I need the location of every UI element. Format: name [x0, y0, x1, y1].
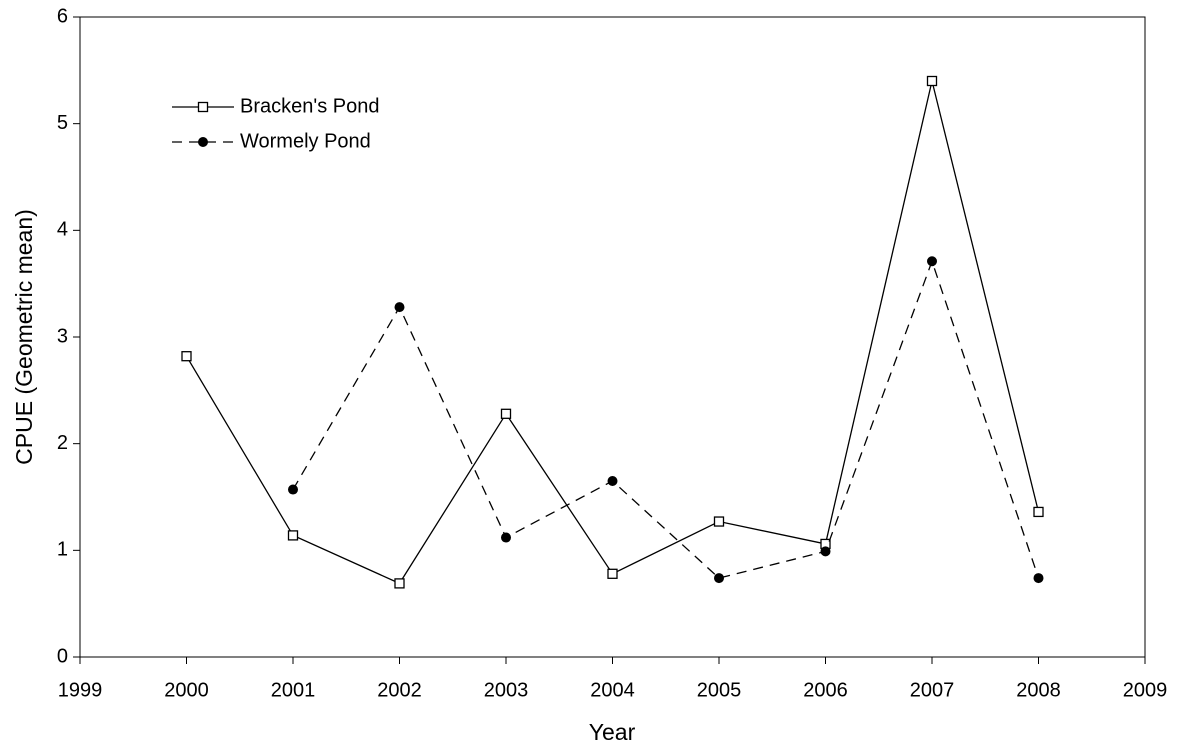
- x-tick-label: 2005: [697, 679, 742, 701]
- marker: [1033, 573, 1044, 584]
- x-tick-label: 2007: [910, 679, 955, 701]
- marker: [500, 408, 512, 419]
- x-tick-label: 2002: [377, 679, 422, 701]
- legend-marker: [198, 137, 208, 147]
- marker: [607, 568, 618, 579]
- legend-marker: [197, 101, 209, 113]
- y-tick-label: 5: [57, 112, 68, 134]
- y-tick-label: 6: [57, 5, 68, 27]
- x-tick-label: 1999: [58, 679, 103, 701]
- marker: [394, 302, 405, 313]
- marker: [287, 530, 299, 541]
- x-tick-label: 2000: [164, 679, 209, 701]
- y-tick-label: 1: [57, 539, 68, 561]
- x-tick-label: 2001: [271, 679, 316, 701]
- marker: [607, 476, 618, 486]
- y-axis-title: CPUE (Geometric mean): [11, 209, 37, 465]
- x-tick-label: 2006: [803, 679, 848, 701]
- marker: [394, 578, 405, 589]
- marker: [501, 532, 511, 543]
- marker: [713, 516, 725, 527]
- y-tick-label: 0: [57, 645, 68, 667]
- y-tick-label: 3: [57, 325, 68, 347]
- marker: [926, 75, 938, 87]
- x-tick-label: 2009: [1123, 679, 1168, 701]
- legend-label: Bracken's Pond: [240, 95, 379, 117]
- series-line: [292, 259, 1040, 579]
- marker: [181, 351, 192, 362]
- marker: [820, 546, 831, 557]
- x-tick-label: 2008: [1016, 679, 1061, 701]
- x-axis-title: Year: [589, 719, 636, 745]
- legend-label: Wormely Pond: [240, 130, 371, 152]
- x-tick-label: 2004: [590, 679, 635, 701]
- marker: [927, 256, 937, 267]
- series-line: [185, 80, 1040, 585]
- marker: [1033, 506, 1044, 518]
- marker: [288, 484, 298, 495]
- y-tick-label: 4: [57, 219, 68, 241]
- y-tick-label: 2: [57, 432, 68, 454]
- marker: [714, 573, 724, 584]
- x-tick-label: 2003: [484, 679, 529, 701]
